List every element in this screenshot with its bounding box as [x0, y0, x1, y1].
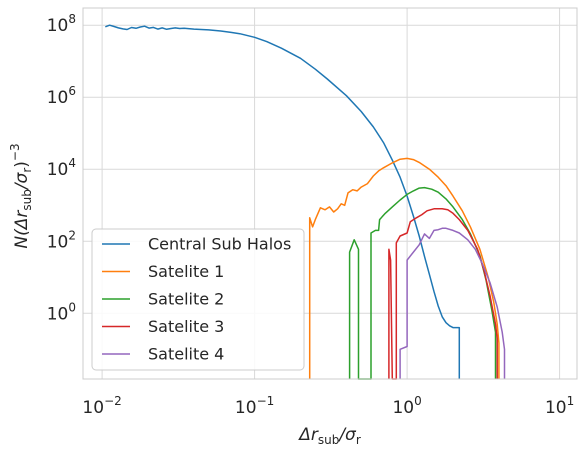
y-label-post: ) [12, 161, 32, 168]
y-axis-label: N(Δrsub/σr)−3 [8, 143, 34, 248]
x-label-sub: sub [318, 433, 339, 447]
x-label-sub2: r [356, 433, 361, 447]
x-tick-label-1: 10−1 [235, 394, 274, 418]
y-tick-labels: 100 102 104 106 108 [47, 12, 76, 324]
y-label-sub2: r [20, 168, 34, 173]
plot-frame [82, 7, 578, 380]
legend-label-3: Satelite 2 [148, 290, 224, 309]
y-tick-label-0: 100 [47, 300, 76, 324]
legend-label-1: Central Sub Halos [148, 235, 291, 254]
legend-label-5: Satelite 4 [148, 345, 224, 364]
legend-label-4: Satelite 3 [148, 317, 224, 336]
y-label-sup: −3 [8, 143, 22, 161]
x-tick-labels: 10−2 10−1 100 101 [82, 394, 574, 418]
x-label-base: Δr [297, 425, 319, 445]
grid [83, 8, 577, 379]
series-line-2 [308, 157, 500, 379]
y-tick-label-4: 108 [47, 12, 76, 36]
x-label-mid: /σ [337, 425, 357, 445]
y-label-pre: N(Δr [12, 210, 32, 249]
y-tick-label-1: 102 [47, 228, 76, 252]
legend-label-2: Satelite 1 [148, 262, 224, 281]
y-label-sub: sub [20, 189, 34, 210]
legend-box [91, 228, 305, 371]
x-axis-label: Δrsub/σr [297, 425, 361, 447]
series-line-5 [399, 227, 506, 379]
x-tick-label-2: 100 [392, 394, 421, 418]
y-label-mid: /σ [12, 171, 32, 191]
series-group [105, 24, 506, 380]
legend: Central Sub Halos Satelite 1 Satelite 2 Sat… [91, 228, 305, 371]
series-line-1 [105, 24, 461, 379]
x-tick-label-3: 101 [545, 394, 574, 418]
y-tick-label-3: 106 [47, 84, 76, 108]
y-tick-label-2: 104 [47, 156, 76, 180]
x-tick-label-0: 10−2 [82, 394, 121, 418]
